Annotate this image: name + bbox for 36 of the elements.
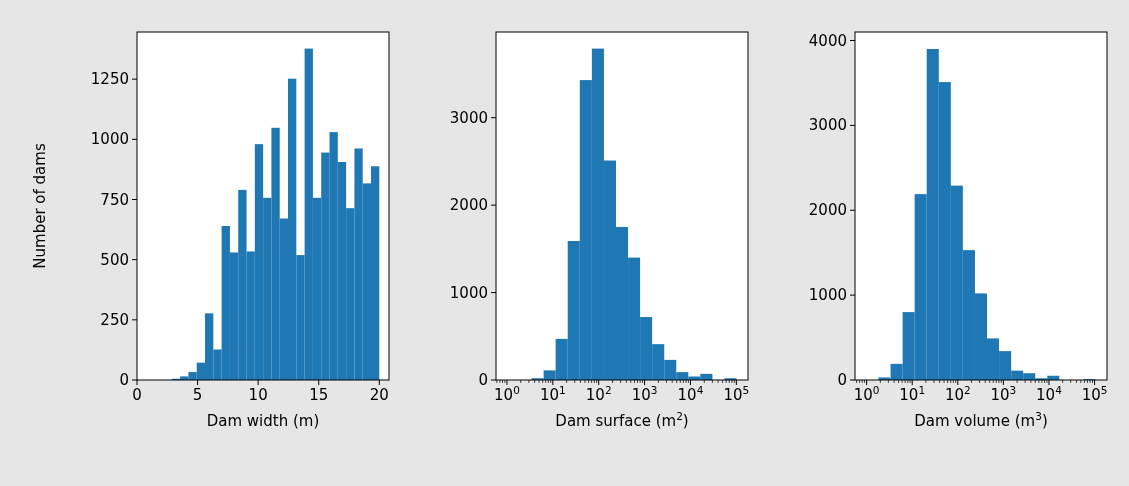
y-tick-label: 2000 (808, 201, 847, 220)
y-axis-title: Number of dams (31, 143, 49, 269)
x-axis-title: Dam volume (m$^{3}$) (914, 410, 1048, 430)
y-tick-label: 0 (119, 371, 129, 389)
x-tick-label: 10$^{5}$ (723, 384, 750, 404)
y-tick-label: 3000 (808, 116, 847, 135)
x-tick-label: 10$^{5}$ (1081, 384, 1108, 404)
y-tick-label: 250 (100, 310, 129, 329)
x-tick-label: 10$^{3}$ (631, 384, 658, 404)
x-tick-label: 10$^{4}$ (677, 384, 704, 404)
y-tick-label: 0 (478, 371, 488, 389)
y-tick-label: 0 (837, 371, 847, 389)
x-tick-label: 0 (132, 386, 142, 404)
x-tick-label: 10$^{0}$ (853, 384, 880, 404)
y-tick-label: 500 (100, 250, 129, 269)
x-tick-label: 15 (309, 386, 329, 404)
y-tick-label: 1000 (90, 130, 129, 149)
x-tick-label: 10$^{3}$ (990, 384, 1017, 404)
y-tick-label: 1250 (90, 70, 129, 89)
x-tick-label: 10$^{0}$ (494, 384, 520, 404)
y-tick-label: 4000 (808, 31, 847, 50)
x-tick-label: 5 (192, 386, 203, 404)
x-tick-label: 10$^{2}$ (944, 384, 971, 404)
y-tick-label: 1000 (449, 283, 488, 302)
x-tick-label: 20 (369, 386, 389, 404)
y-tick-label: 750 (100, 190, 129, 209)
x-tick-label: 10$^{4}$ (1036, 384, 1063, 404)
y-tick-label: 2000 (449, 196, 488, 215)
x-axis-title: Dam width (m) (206, 412, 320, 430)
x-tick-label: 10$^{1}$ (539, 384, 566, 404)
y-tick-label: 3000 (449, 108, 488, 127)
x-tick-label: 10$^{2}$ (585, 384, 612, 404)
y-tick-label: 1000 (808, 286, 847, 305)
x-tick-label: 10$^{1}$ (899, 384, 926, 404)
x-tick-label: 10 (248, 386, 268, 404)
x-axis-title: Dam surface (m$^{2}$) (555, 410, 689, 430)
